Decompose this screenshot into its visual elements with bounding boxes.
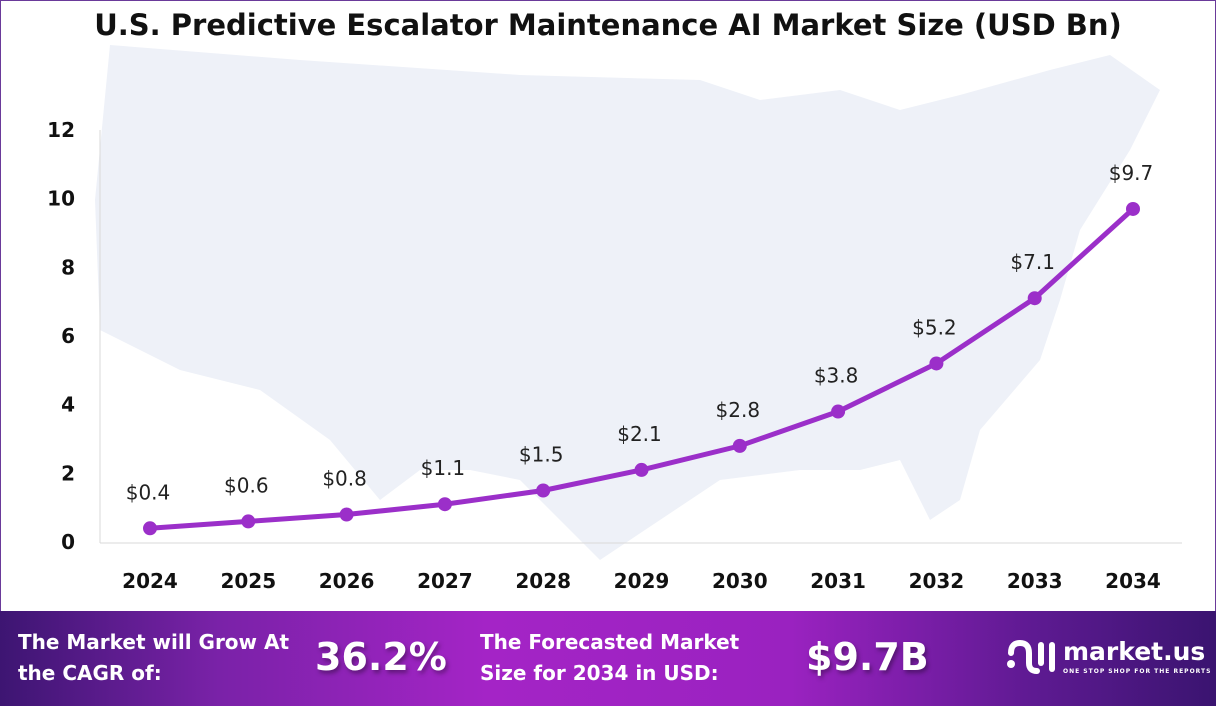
data-label: $0.8 — [322, 467, 367, 491]
market-us-logo: market.us ONE STOP SHOP FOR THE REPORTS — [1005, 637, 1210, 677]
x-tick-label: 2033 — [1007, 569, 1063, 593]
y-tick-label: 12 — [47, 118, 75, 142]
x-tick-label: 2025 — [220, 569, 276, 593]
x-tick-label: 2026 — [319, 569, 375, 593]
data-point — [536, 483, 551, 498]
data-label: $5.2 — [912, 315, 957, 339]
data-point — [831, 404, 846, 419]
forecast-label: The Forecasted Market Size for 2034 in U… — [480, 630, 740, 685]
y-tick-label: 8 — [61, 255, 75, 279]
y-tick-label: 2 — [61, 461, 75, 485]
x-tick-label: 2032 — [909, 569, 965, 593]
line-chart: 0 2 4 6 8 10 12 2024 2025 2026 2027 2028 2029 2030 203… — [47, 45, 1182, 593]
x-tick-label: 2030 — [712, 569, 768, 593]
data-label: $9.7 — [1109, 161, 1154, 185]
forecast-value: $9.7B — [806, 635, 929, 679]
data-point — [1027, 291, 1042, 306]
data-point — [1126, 201, 1140, 216]
y-tick-label: 10 — [47, 187, 75, 211]
logo-icon — [1007, 639, 1055, 674]
data-point — [339, 507, 354, 522]
y-tick-label: 0 — [61, 530, 75, 554]
cagr-label: The Market will Grow At the CAGR of: — [18, 630, 290, 685]
data-point — [241, 514, 256, 529]
logo-tagline: ONE STOP SHOP FOR THE REPORTS — [1063, 668, 1212, 675]
x-tick-label: 2028 — [515, 569, 571, 593]
data-point — [634, 462, 649, 477]
data-label: $1.5 — [519, 443, 564, 467]
data-label: $2.8 — [716, 398, 761, 422]
logo-name: market.us — [1063, 637, 1206, 666]
data-label: $0.6 — [224, 473, 269, 497]
x-tick-label: 2027 — [417, 569, 473, 593]
data-label: $2.1 — [617, 422, 662, 446]
data-label: $0.4 — [126, 480, 171, 504]
footer-banner: The Market will Grow At the CAGR of: 36.… — [0, 611, 1216, 706]
data-point — [143, 521, 157, 536]
data-label: $7.1 — [1010, 250, 1055, 274]
data-label: $3.8 — [814, 364, 859, 388]
y-tick-label: 4 — [61, 393, 75, 417]
x-tick-label: 2029 — [614, 569, 670, 593]
data-label: $1.1 — [421, 456, 466, 480]
x-tick-label: 2031 — [810, 569, 866, 593]
x-tick-label: 2024 — [122, 569, 178, 593]
x-tick-label: 2034 — [1105, 569, 1161, 593]
data-point — [437, 497, 452, 512]
data-point — [732, 438, 747, 453]
y-tick-label: 6 — [61, 324, 75, 348]
cagr-value: 36.2% — [315, 635, 447, 679]
us-map-background — [95, 45, 1160, 560]
chart-title: U.S. Predictive Escalator Maintenance AI… — [94, 8, 1122, 42]
data-point — [929, 356, 944, 371]
